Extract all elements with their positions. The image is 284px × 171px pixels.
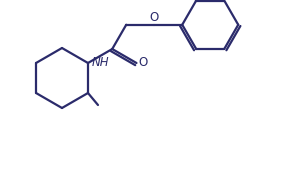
Text: O: O: [150, 11, 159, 24]
Text: O: O: [139, 56, 148, 69]
Text: NH: NH: [91, 56, 109, 69]
